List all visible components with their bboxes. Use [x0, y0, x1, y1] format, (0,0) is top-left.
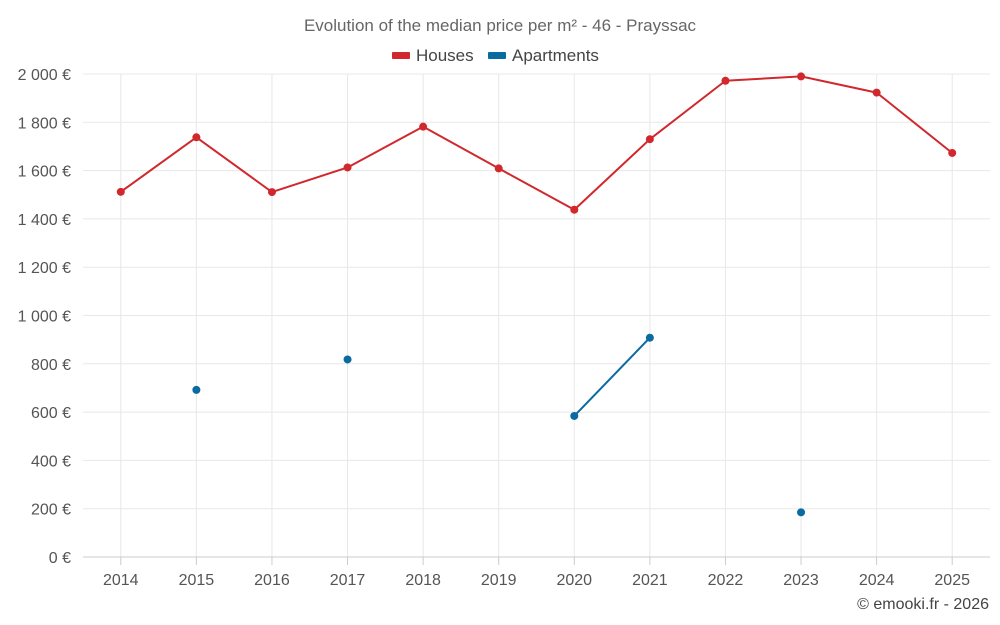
x-tick-label: 2014	[103, 572, 139, 589]
data-point-apartments-2015[interactable]	[192, 385, 201, 394]
chart-title: Evolution of the median price per m² - 4…	[304, 16, 697, 35]
legend-label-houses: Houses	[416, 46, 474, 65]
data-point-houses-2025[interactable]	[948, 148, 957, 157]
x-tick-label: 2021	[632, 572, 668, 589]
data-point-apartments-2023[interactable]	[797, 508, 806, 517]
data-point-houses-2020[interactable]	[570, 205, 579, 214]
grid	[83, 73, 990, 558]
x-tick-label: 2019	[481, 572, 517, 589]
x-tick-label: 2015	[179, 572, 215, 589]
x-tick-label: 2020	[556, 572, 592, 589]
data-point-houses-2021[interactable]	[645, 135, 654, 144]
x-tick-label: 2022	[708, 572, 744, 589]
axes: 0 € 200 € 400 € 600 € 800 € 1 000 € 1 200 € 1 4…	[18, 67, 990, 589]
data-point-houses-2016[interactable]	[267, 188, 276, 197]
x-tick-label: 2025	[934, 572, 970, 589]
series-line-apartments	[573, 337, 651, 417]
y-tick-label: 1 000 €	[18, 309, 71, 326]
x-tick-label: 2023	[783, 572, 819, 589]
data-point-houses-2023[interactable]	[797, 72, 806, 81]
legend[interactable]: Houses Apartments	[392, 46, 599, 65]
legend-item-houses[interactable]: Houses	[392, 46, 474, 65]
data-point-houses-2022[interactable]	[721, 76, 730, 85]
x-tick-label: 2016	[254, 572, 290, 589]
legend-swatch-apartments	[488, 52, 506, 59]
data-point-houses-2014[interactable]	[116, 187, 125, 196]
y-tick-label: 200 €	[31, 502, 71, 519]
y-tick-label: 2 000 €	[18, 67, 71, 84]
series-line-houses	[120, 75, 953, 211]
series	[116, 72, 957, 517]
y-tick-label: 1 800 €	[18, 115, 71, 132]
y-tick-label: 600 €	[31, 405, 71, 422]
x-tick-label: 2017	[330, 572, 366, 589]
data-point-apartments-2021[interactable]	[645, 333, 654, 342]
data-point-houses-2018[interactable]	[419, 122, 428, 131]
y-tick-label: 1 200 €	[18, 260, 71, 277]
series-apartments	[192, 333, 806, 517]
legend-swatch-houses	[392, 52, 410, 59]
credit-text: © emooki.fr - 2026	[857, 596, 989, 613]
data-point-houses-2017[interactable]	[343, 163, 352, 172]
data-point-houses-2024[interactable]	[872, 88, 881, 97]
y-tick-label: 1 400 €	[18, 212, 71, 229]
legend-item-apartments[interactable]: Apartments	[488, 46, 599, 65]
data-point-apartments-2017[interactable]	[343, 355, 352, 364]
y-tick-label: 1 600 €	[18, 164, 71, 181]
x-tick-label: 2018	[405, 572, 441, 589]
y-tick-label: 400 €	[31, 453, 71, 470]
legend-label-apartments: Apartments	[512, 46, 599, 65]
series-houses	[116, 72, 957, 214]
data-point-apartments-2020[interactable]	[570, 411, 579, 420]
data-point-houses-2015[interactable]	[192, 133, 201, 142]
y-tick-label: 800 €	[31, 357, 71, 374]
x-tick-label: 2024	[859, 572, 895, 589]
data-point-houses-2019[interactable]	[494, 164, 503, 173]
y-tick-label: 0 €	[49, 550, 71, 567]
